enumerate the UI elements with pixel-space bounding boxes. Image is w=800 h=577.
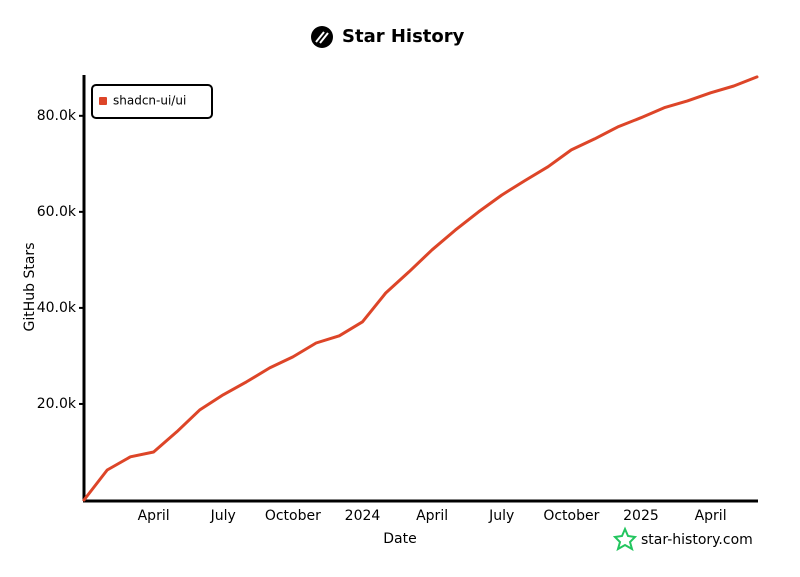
x-axis-label: Date bbox=[383, 531, 416, 547]
watermark-icon bbox=[612, 526, 638, 552]
title-icon bbox=[311, 26, 333, 48]
x-tick-label: July bbox=[488, 508, 514, 524]
x-tick-label: October bbox=[265, 508, 321, 524]
x-tick-label: 2024 bbox=[345, 508, 381, 524]
watermark: star-history.com bbox=[641, 532, 753, 548]
y-tick-label: 20.0k bbox=[37, 396, 77, 412]
x-tick-label: 2025 bbox=[623, 508, 659, 524]
y-tick-label: 80.0k bbox=[37, 108, 77, 124]
chart-title: Star History bbox=[342, 26, 465, 47]
series-line bbox=[82, 75, 759, 502]
y-tick-label: 40.0k bbox=[37, 300, 77, 316]
y-axis-label: GitHub Stars bbox=[22, 243, 38, 332]
legend-swatch bbox=[99, 97, 107, 105]
x-tick-label: April bbox=[138, 508, 170, 524]
y-tick-label: 60.0k bbox=[37, 204, 77, 220]
x-tick-label: April bbox=[695, 508, 727, 524]
legend-label: shadcn-ui/ui bbox=[113, 94, 186, 108]
legend-box bbox=[91, 84, 213, 119]
x-tick-label: October bbox=[543, 508, 599, 524]
x-tick-label: April bbox=[416, 508, 448, 524]
x-tick-label: July bbox=[210, 508, 236, 524]
